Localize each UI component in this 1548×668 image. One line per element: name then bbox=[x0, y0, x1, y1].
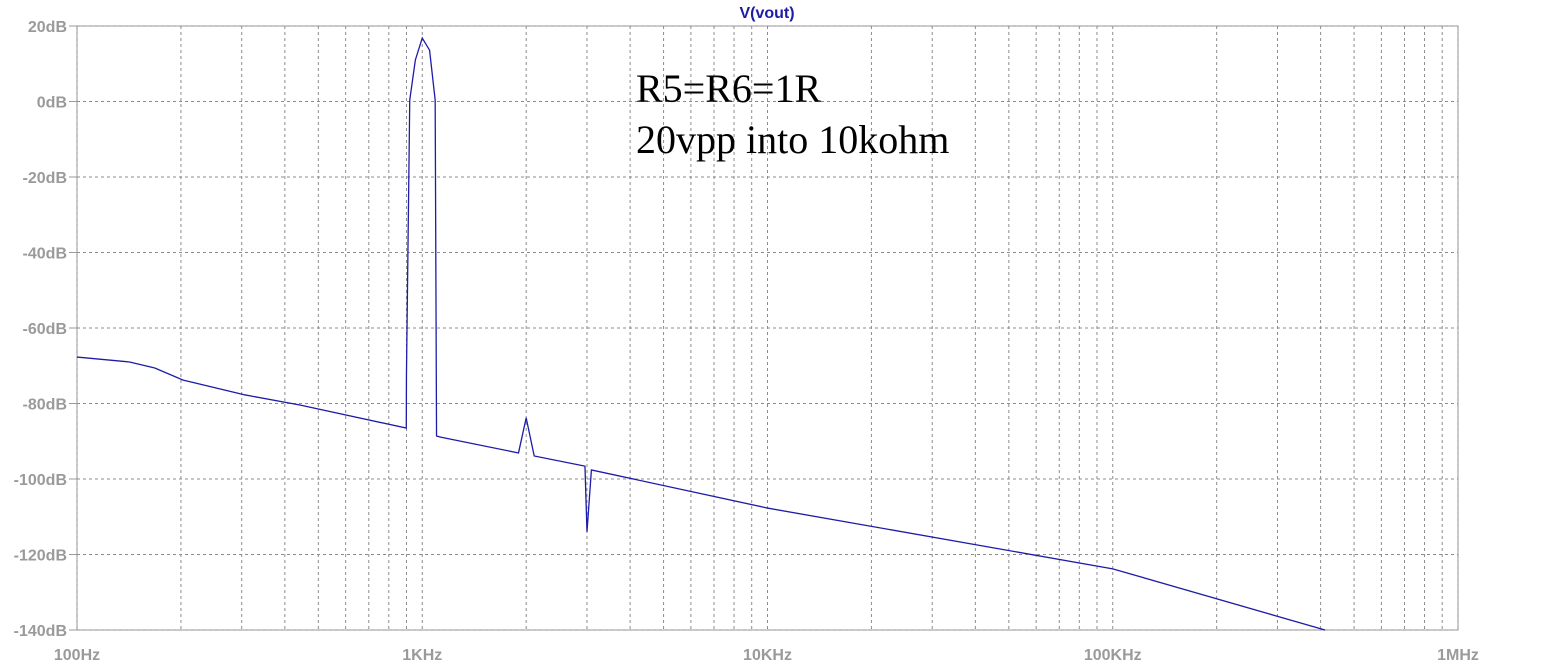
y-tick-label: -20dB bbox=[23, 170, 67, 187]
y-tick-label: -40dB bbox=[23, 246, 67, 263]
x-tick-label: 1MHz bbox=[1437, 647, 1479, 664]
y-tick-label: -80dB bbox=[23, 397, 67, 414]
annotation: 20vpp into 10kohm bbox=[636, 117, 949, 162]
y-tick-label: -120dB bbox=[14, 548, 67, 565]
y-tick-label: 0dB bbox=[37, 95, 67, 112]
series-line bbox=[76, 36, 1326, 631]
x-tick-label: 10KHz bbox=[743, 647, 792, 664]
x-tick-label: 1KHz bbox=[402, 647, 442, 664]
axes: 100Hz 1KHz 10KHz 100KHz 1MHz 20dB 0dB -20dB -40d… bbox=[14, 19, 1479, 664]
annotation: R5=R6=1R bbox=[636, 66, 821, 111]
y-tick-label: 20dB bbox=[28, 19, 67, 36]
y-tick-label: -140dB bbox=[14, 623, 67, 640]
x-tick-label: 100KHz bbox=[1084, 647, 1142, 664]
chart-title: V(vout) bbox=[739, 5, 794, 22]
x-tick-label: 100Hz bbox=[54, 647, 100, 664]
y-tick-label: -60dB bbox=[23, 321, 67, 338]
y-tick-label: -100dB bbox=[14, 472, 67, 489]
